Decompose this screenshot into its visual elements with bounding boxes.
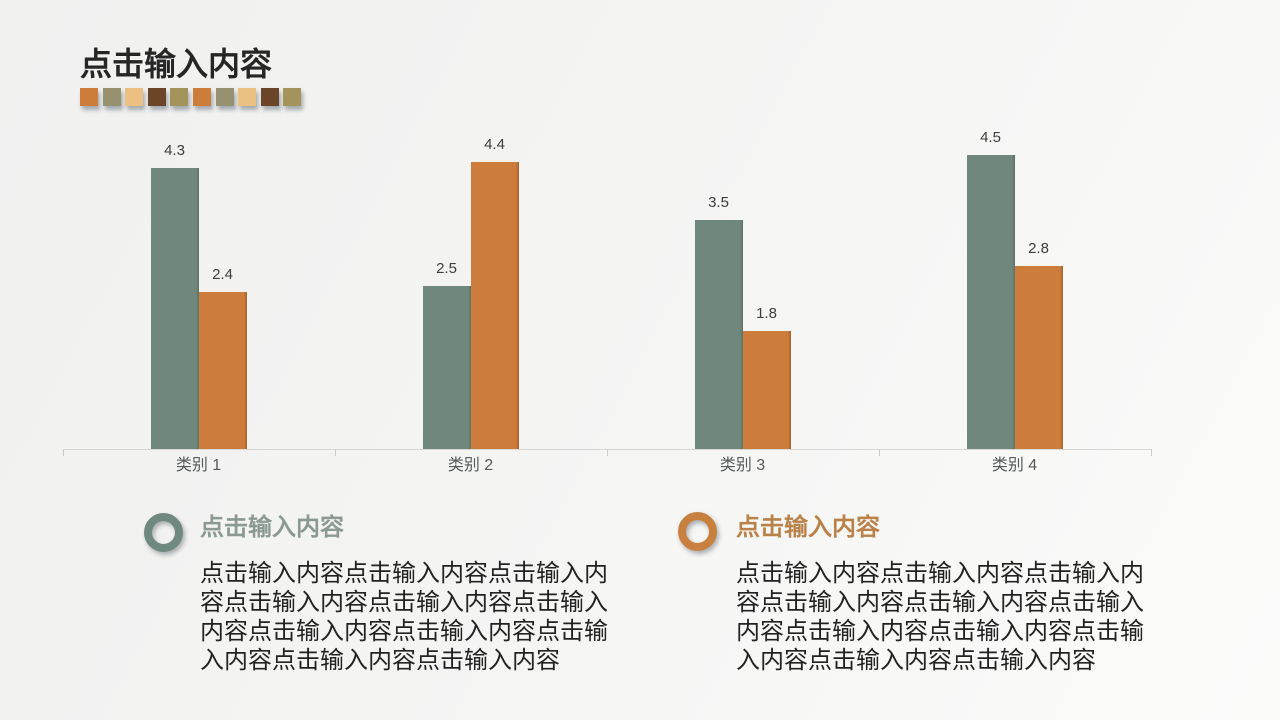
- callout-2-ring-core: [678, 512, 717, 551]
- bar-series-2-cat1: [198, 292, 247, 449]
- bar-value-label: 4.4: [484, 135, 505, 153]
- bar-value-label: 4.3: [164, 142, 185, 160]
- bar-series-2-cat2: [470, 161, 519, 449]
- callout-2-ring-icon: [678, 512, 717, 551]
- callout-1-ring-icon: [144, 513, 183, 552]
- decor-squares-strip: [80, 88, 302, 106]
- decor-square-8: [238, 88, 257, 106]
- bar-series-2-cat3: [742, 331, 791, 449]
- x-axis-tick: [62, 449, 64, 456]
- bar-value-label: 3.5: [708, 194, 729, 212]
- category-label: 类别 1: [175, 457, 222, 474]
- callout-2-body: 点击输入内容点击输入内容点击输入内容点击输入内容点击输入内容点击输入内容点击输入…: [736, 560, 1144, 674]
- bar-series-1-cat1: [150, 168, 199, 449]
- bar-value-label: 2.8: [1028, 240, 1049, 258]
- bar-value-label: 4.5: [980, 128, 1001, 146]
- slide-title: 点击输入内容: [80, 46, 273, 82]
- bar-series-1-cat3: [694, 220, 743, 449]
- bar-series-1-cat4: [966, 154, 1015, 449]
- x-axis-tick: [606, 449, 608, 456]
- bar-series-1-cat2: [422, 285, 471, 449]
- decor-square-6: [192, 88, 211, 106]
- x-axis-tick: [878, 449, 880, 456]
- bar-series-2-cat4: [1014, 266, 1063, 449]
- x-axis-tick: [334, 449, 336, 456]
- callout-2-heading: 点击输入内容: [736, 514, 880, 541]
- category-label: 类别 4: [991, 457, 1038, 474]
- decor-square-10: [283, 88, 302, 106]
- category-label: 类别 3: [719, 457, 766, 474]
- decor-square-7: [215, 88, 234, 106]
- decor-square-9: [260, 88, 279, 106]
- bar-value-label: 1.8: [756, 305, 777, 323]
- decor-square-2: [102, 88, 121, 106]
- bar-value-label: 2.5: [436, 259, 457, 277]
- decor-square-5: [170, 88, 189, 106]
- bar-value-label: 2.4: [212, 266, 233, 284]
- category-label: 类别 2: [447, 457, 494, 474]
- callout-1-heading: 点击输入内容: [200, 514, 344, 541]
- bar-chart: 类别 1 4.3 2.4 类别 2 2.5 4.4 类别 3 3.5 1.8 类别 4 4.5 2.8: [62, 128, 1152, 474]
- decor-square-3: [125, 88, 144, 106]
- decor-square-4: [147, 88, 166, 106]
- decor-square-1: [80, 88, 98, 106]
- callout-1-body: 点击输入内容点击输入内容点击输入内容点击输入内容点击输入内容点击输入内容点击输入…: [200, 560, 608, 674]
- callout-1-ring-core: [144, 513, 183, 552]
- x-axis-tick: [1150, 449, 1152, 456]
